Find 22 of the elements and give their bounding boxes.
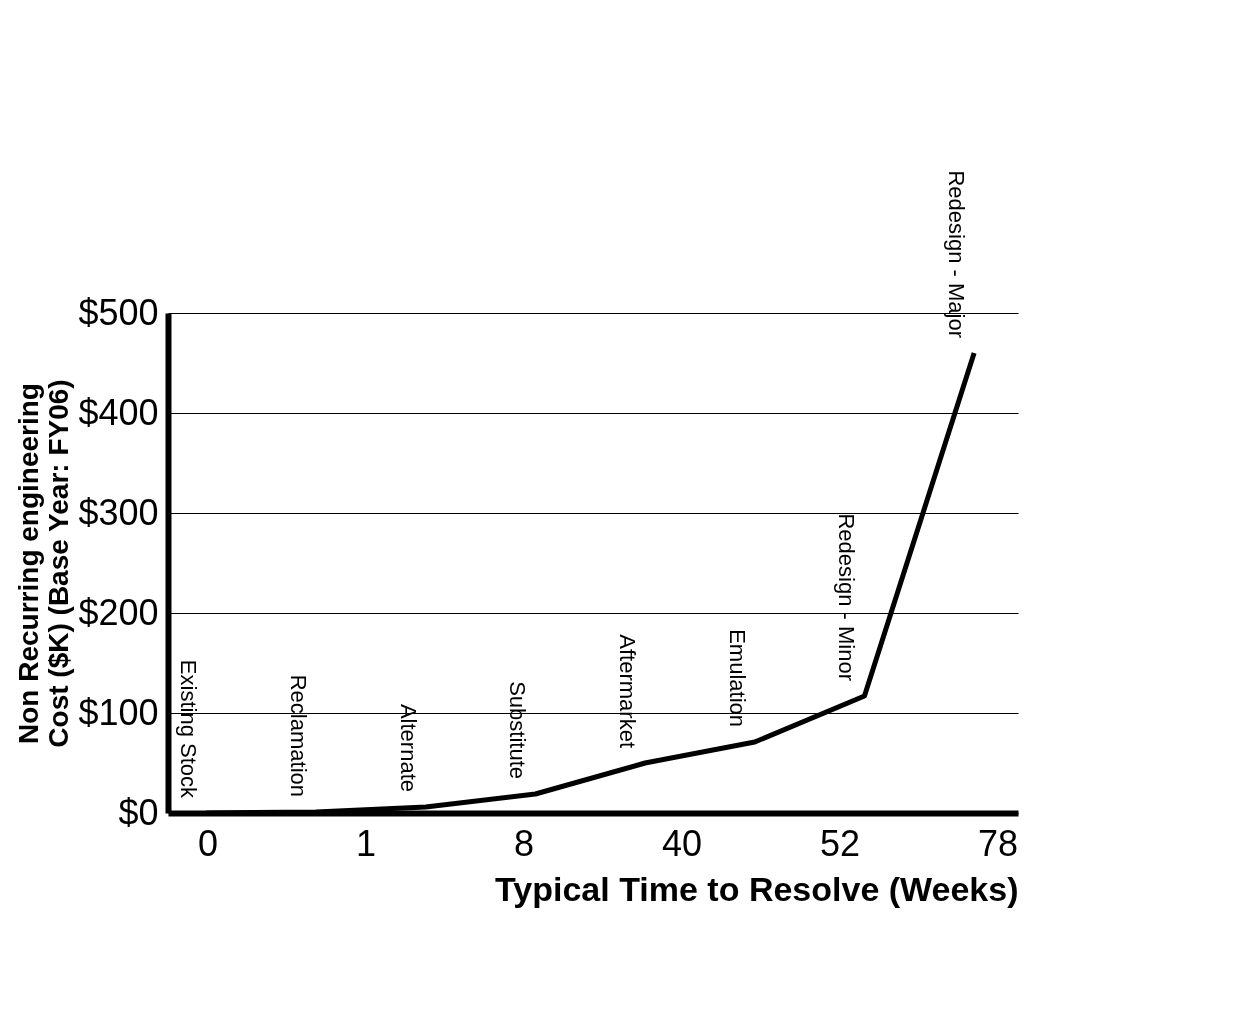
x-tick-label: Substitute	[505, 681, 531, 779]
y-tick-label: $400	[78, 391, 159, 433]
x-tick-label: Alternate	[395, 703, 421, 792]
x-tick-label: Redesign - Minor	[834, 513, 860, 681]
y-tick-label: $300	[78, 491, 159, 533]
y-tick-label: $200	[78, 591, 159, 633]
text: 40	[661, 823, 703, 864]
x-tick-label: Aftermarket	[615, 634, 641, 748]
text: 78	[977, 823, 1019, 864]
x-tick-label: Reclamation	[286, 674, 312, 797]
y-tick-label: $0	[118, 791, 159, 833]
text: 8	[513, 823, 535, 864]
text: 0	[197, 823, 219, 864]
text: 52	[819, 823, 861, 864]
y-tick-label: $100	[78, 691, 159, 733]
y-axis-title: Non Recurring engineering Cost ($K) (Base Year: FY06)	[13, 379, 75, 748]
x-tick-label: Emulation	[724, 629, 750, 727]
text: 1	[355, 823, 377, 864]
y-tick-label: $500	[78, 291, 159, 333]
x-tick-label: Redesign - Major	[944, 170, 970, 338]
x-tick-label: Existing Stock	[176, 659, 202, 799]
x-axis-title: Typical Time to Resolve (Weeks)	[495, 869, 1019, 908]
